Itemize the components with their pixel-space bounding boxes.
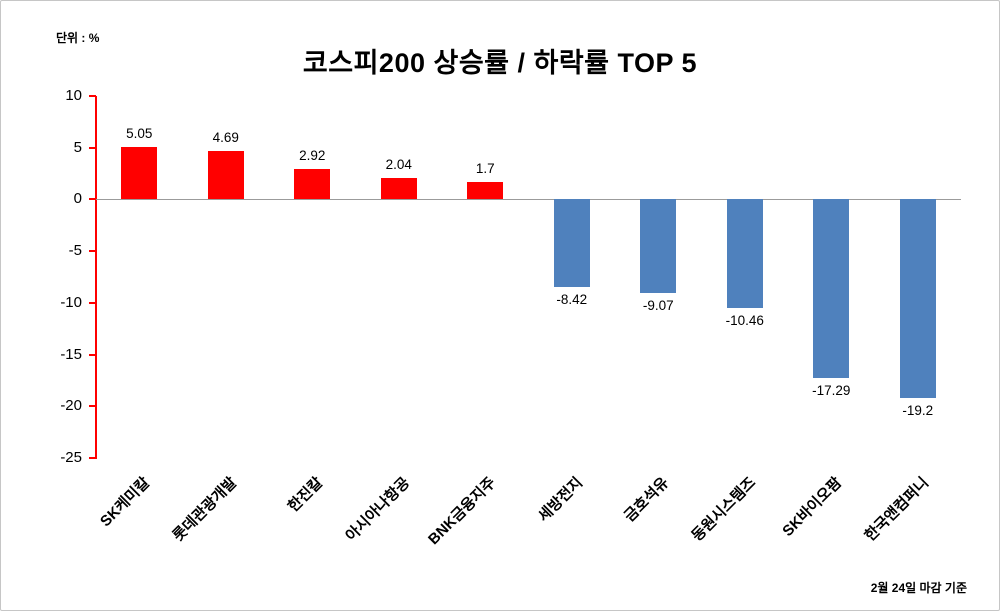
y-tick-mark — [89, 301, 96, 304]
bar-value-label: 2.92 — [299, 148, 326, 164]
y-tick-mark — [89, 353, 96, 356]
chart-bar — [467, 181, 504, 200]
chart-bar — [640, 199, 677, 294]
bar-value-label: -10.46 — [725, 312, 764, 328]
plot-area: 5.05 4.69 2.92 2.04 1.7 -8.42 -9.07 -10.46 -17.2… — [96, 96, 961, 458]
bar-value-label: -8.42 — [556, 291, 588, 307]
chart-bar — [553, 199, 590, 287]
y-tick-label: 5 — [73, 138, 82, 156]
chart-bar — [380, 178, 417, 200]
y-tick-mark — [89, 95, 96, 97]
y-tick-label: -15 — [60, 345, 82, 363]
y-tick-mark — [89, 146, 96, 149]
chart-bar — [726, 199, 763, 308]
footnote: 2월 24일 마감 기준 — [870, 581, 967, 595]
bar-value-label: 2.04 — [385, 157, 412, 173]
bar-value-label: -9.07 — [642, 298, 674, 314]
y-tick-mark — [89, 198, 96, 201]
y-tick-label: 10 — [65, 87, 82, 104]
y-axis-ticks: 10 5 0 -5 -10 -15 -20 -25 — [1, 87, 96, 466]
chart-bar — [899, 199, 936, 398]
chart-bar — [207, 150, 244, 200]
bar-value-label: -19.2 — [902, 403, 934, 418]
chart-bar — [813, 199, 850, 379]
y-tick-mark — [89, 250, 96, 253]
chart-title: 코스피200 상승률 / 하락률 TOP 5 — [302, 48, 698, 78]
y-tick-label: -20 — [60, 397, 82, 415]
zero-gridline — [96, 199, 961, 201]
y-tick-label: -5 — [68, 242, 82, 260]
bar-value-label: 5.05 — [126, 126, 153, 142]
y-tick-mark — [89, 457, 96, 459]
chart-bar — [294, 169, 331, 200]
y-tick-mark — [89, 405, 96, 408]
unit-label: 단위 : % — [56, 31, 100, 45]
y-tick-label: -10 — [60, 293, 82, 311]
bar-value-label: 4.69 — [212, 129, 239, 145]
bar-value-label: -17.29 — [812, 383, 851, 399]
bar-value-label: 1.7 — [475, 160, 495, 176]
y-axis-line — [95, 96, 97, 459]
y-tick-label: 0 — [73, 190, 82, 208]
y-tick-label: -25 — [60, 449, 82, 466]
x-axis-labels: SK케미칼 롯데관광개발 한진칼 아시아나항공 BNK금융지주 세방전지 금호석유 동원시스템… — [96, 464, 961, 599]
chart-bar — [121, 147, 158, 200]
